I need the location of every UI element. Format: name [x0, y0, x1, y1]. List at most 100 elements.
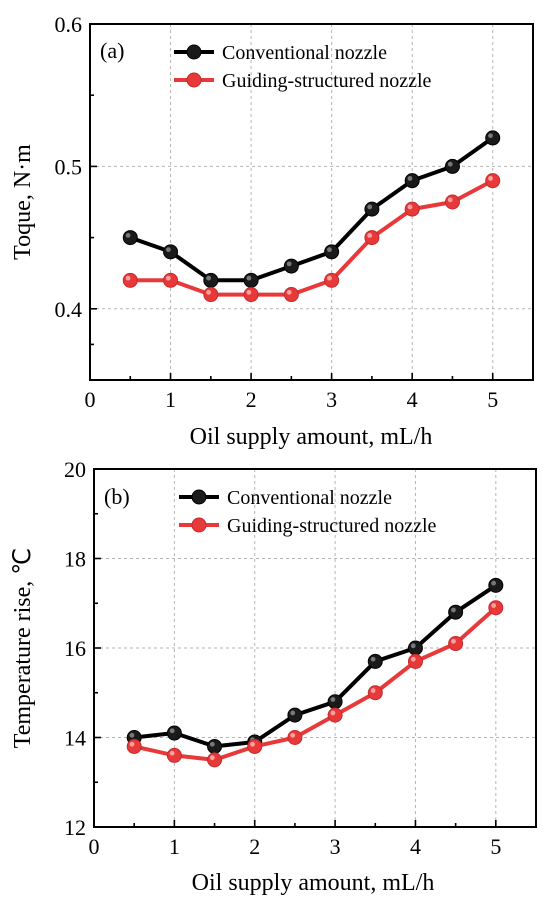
data-point-conventional	[327, 694, 343, 710]
data-point-highlight	[488, 133, 493, 139]
data-point-highlight	[367, 204, 373, 210]
data-point-highlight	[250, 741, 255, 747]
data-point-highlight	[209, 755, 215, 761]
data-point-guiding	[287, 730, 303, 745]
data-point-conventional	[163, 244, 179, 260]
data-point-highlight	[165, 247, 171, 253]
series-line-conventional	[129, 136, 494, 283]
legend-label-conventional: Conventional nozzle	[222, 42, 387, 64]
legend-marker-guiding	[186, 72, 202, 88]
data-point-highlight	[370, 656, 376, 662]
data-point-guiding	[324, 272, 340, 288]
grid-lines	[90, 24, 533, 380]
data-point-highlight	[447, 161, 453, 167]
plot-frame	[89, 23, 534, 381]
data-point-highlight	[169, 728, 175, 734]
x-tick-label: 1	[165, 387, 176, 412]
data-point-highlight	[407, 176, 413, 181]
x-tick-label: 1	[169, 834, 180, 859]
data-point-highlight	[327, 247, 332, 253]
data-point-conventional	[488, 577, 504, 593]
data-point-guiding	[207, 752, 223, 768]
data-point-guiding	[485, 173, 501, 189]
data-point-conventional	[166, 725, 182, 741]
x-axis-label: Oil supply amount, mL/h	[192, 870, 435, 896]
legend-marker-guiding	[191, 517, 207, 533]
data-point-guiding	[404, 201, 420, 217]
data-point-highlight	[327, 275, 332, 281]
data-point-highlight	[286, 261, 292, 267]
data-point-highlight	[410, 643, 416, 649]
grid-lines	[94, 469, 536, 827]
data-point-highlight	[491, 603, 497, 608]
data-point-conventional	[324, 244, 340, 260]
y-tick-label: 0.4	[55, 297, 83, 322]
data-point-highlight	[125, 275, 131, 281]
data-point-highlight	[447, 197, 453, 203]
data-point-highlight	[129, 732, 135, 738]
data-point-highlight	[206, 275, 212, 281]
legend-marker-conventional	[191, 489, 207, 505]
data-point-highlight	[407, 204, 413, 210]
y-tick-label: 0.6	[55, 12, 83, 37]
data-point-highlight	[246, 275, 252, 281]
x-tick-label: 2	[246, 387, 257, 412]
x-tick-label: 5	[490, 834, 501, 859]
data-point-highlight	[290, 732, 296, 738]
legend-label-guiding: Guiding-structured nozzle	[227, 515, 436, 537]
data-point-conventional	[404, 173, 420, 189]
data-point-guiding	[166, 747, 182, 763]
legend-marker-conventional	[186, 44, 202, 60]
x-tick-label: 5	[487, 387, 498, 412]
data-point-guiding	[247, 738, 263, 754]
data-point-guiding	[126, 738, 142, 754]
x-tick-label: 4	[407, 387, 418, 412]
data-point-guiding	[163, 272, 179, 288]
data-point-highlight	[129, 741, 135, 747]
data-point-highlight	[367, 233, 373, 238]
y-tick-label: 14	[64, 726, 86, 751]
data-point-guiding	[448, 636, 464, 652]
data-point-guiding	[122, 272, 138, 288]
chart-panel-a: 0.4 0.5 0.6 0 1 2 3 4 5 (a) Conventional nozzle …	[10, 12, 534, 450]
data-point-conventional	[485, 130, 501, 146]
data-point-conventional	[367, 653, 383, 669]
data-point-highlight	[125, 233, 131, 238]
data-point-conventional	[364, 201, 380, 217]
data-point-conventional	[283, 258, 299, 274]
data-point-highlight	[206, 289, 212, 295]
data-point-conventional	[243, 272, 259, 288]
data-point-highlight	[330, 710, 336, 716]
y-tick-label: 20	[64, 457, 86, 482]
data-point-guiding	[488, 600, 504, 616]
legend: Conventional nozzle Guiding-structured n…	[174, 42, 431, 92]
series-line-guiding	[133, 606, 498, 762]
data-point-guiding	[283, 287, 299, 303]
data-point-conventional	[287, 707, 303, 723]
data-point-highlight	[169, 750, 175, 756]
y-tick-label: 0.5	[55, 154, 83, 179]
x-tick-label: 2	[249, 834, 260, 859]
data-point-guiding	[444, 194, 460, 210]
data-point-conventional	[444, 158, 460, 174]
series-layer	[126, 577, 504, 768]
data-point-guiding	[243, 287, 259, 303]
data-point-highlight	[290, 710, 296, 716]
data-point-highlight	[488, 176, 493, 181]
data-point-highlight	[246, 289, 252, 295]
data-point-guiding	[203, 287, 219, 303]
panel-label: (b)	[104, 484, 130, 509]
y-tick-label: 12	[64, 815, 86, 840]
x-tick-label: 3	[330, 834, 341, 859]
data-point-conventional	[122, 230, 138, 246]
data-point-highlight	[165, 275, 171, 281]
series-layer	[122, 130, 501, 303]
y-tick-label: 18	[64, 547, 86, 572]
data-point-guiding	[327, 707, 343, 723]
data-point-highlight	[286, 289, 292, 295]
data-point-guiding	[407, 653, 423, 669]
data-point-highlight	[370, 688, 376, 693]
data-point-conventional	[207, 738, 223, 754]
